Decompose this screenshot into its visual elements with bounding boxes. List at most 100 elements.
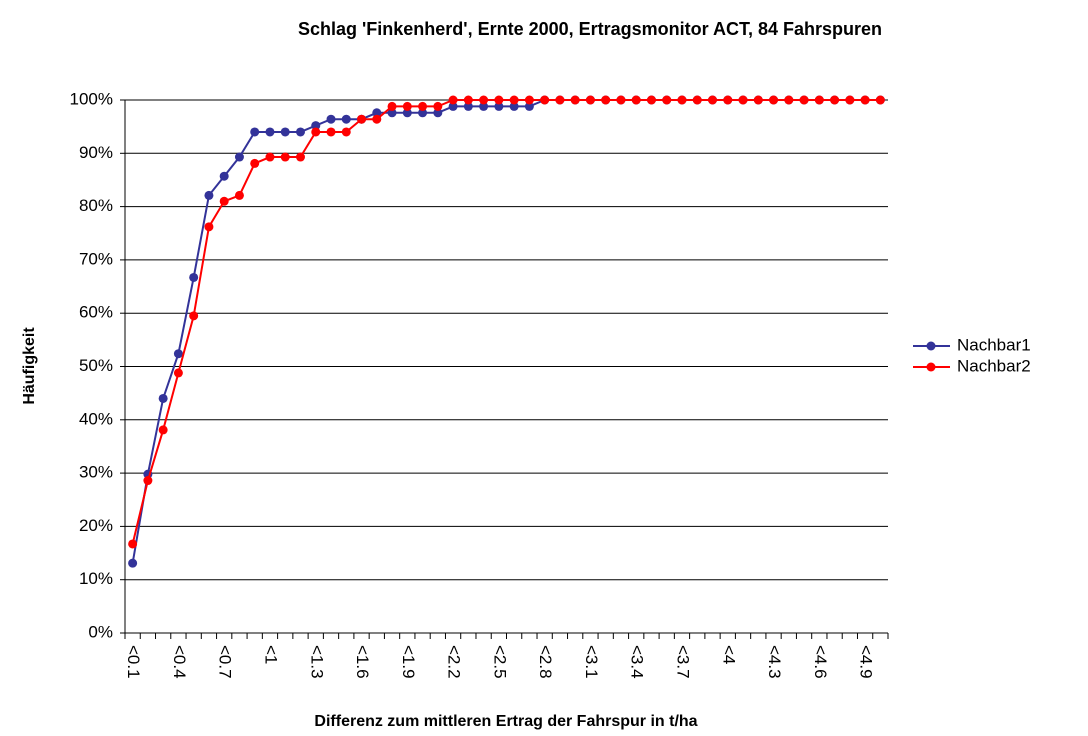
point	[845, 95, 855, 105]
x-axis-title: Differenz zum mittleren Ertrag der Fahrs…	[314, 713, 697, 730]
point	[540, 95, 550, 105]
y-tick-label: 50%	[79, 356, 113, 375]
point	[662, 95, 672, 105]
x-tick-label: <1.3	[307, 645, 326, 679]
point	[219, 196, 229, 206]
point	[341, 127, 351, 137]
point	[799, 95, 809, 105]
point	[204, 222, 214, 232]
point	[814, 95, 824, 105]
x-tick-label: <3.7	[674, 645, 693, 679]
x-tick-label: <0.1	[124, 645, 143, 679]
point	[860, 95, 870, 105]
point	[158, 425, 168, 435]
series-line	[131, 99, 881, 545]
point	[311, 121, 321, 131]
point	[158, 393, 168, 403]
point	[265, 127, 275, 137]
point	[753, 95, 763, 105]
point	[402, 101, 412, 111]
point	[357, 114, 367, 124]
point	[830, 95, 840, 105]
y-tick-label: 90%	[79, 143, 113, 162]
point	[418, 101, 428, 111]
point	[326, 114, 336, 124]
point	[784, 95, 794, 105]
y-tick-label: 20%	[79, 516, 113, 535]
x-tick-label: <4	[719, 645, 738, 664]
x-tick-label: <1.9	[399, 645, 418, 679]
x-tick-label: <2.5	[490, 645, 509, 679]
point	[585, 95, 595, 105]
point	[128, 539, 138, 549]
x-tick-label: <3.1	[582, 645, 601, 679]
x-tick-label: <0.4	[170, 645, 189, 679]
point	[189, 311, 199, 321]
point	[418, 108, 428, 118]
y-tick-label: 60%	[79, 303, 113, 322]
point	[448, 101, 458, 111]
y-tick-label: 100%	[70, 89, 113, 108]
point	[875, 95, 885, 105]
point	[555, 95, 565, 105]
point	[494, 95, 504, 105]
point	[128, 558, 138, 568]
point	[494, 101, 504, 111]
y-axis-title: Häufigkeit	[21, 327, 38, 405]
point	[372, 108, 382, 118]
x-tick-label: <3.4	[628, 645, 647, 679]
point	[479, 101, 489, 111]
chart-title: Schlag 'Finkenherd', Ernte 2000, Ertrags…	[298, 19, 882, 39]
point	[509, 101, 519, 111]
x-tick-label: <4.9	[857, 645, 876, 679]
point	[204, 190, 214, 200]
point	[769, 95, 779, 105]
y-tick-label: 70%	[79, 249, 113, 268]
point	[295, 152, 305, 162]
point	[234, 152, 244, 162]
point	[326, 127, 336, 137]
point	[250, 127, 260, 137]
y-tick-label: 0%	[88, 622, 113, 641]
point	[280, 152, 290, 162]
x-tick-label: <2.8	[536, 645, 555, 679]
point	[433, 101, 443, 111]
point	[601, 95, 611, 105]
y-tick-label: 40%	[79, 409, 113, 428]
x-tick-label: <1	[261, 645, 280, 664]
point	[173, 349, 183, 359]
point	[524, 95, 534, 105]
point	[265, 152, 275, 162]
point	[692, 95, 702, 105]
point	[433, 108, 443, 118]
point	[463, 101, 473, 111]
x-tick-label: <0.7	[216, 645, 235, 679]
point	[646, 95, 656, 105]
x-tick-label: <1.6	[353, 645, 372, 679]
point	[402, 108, 412, 118]
legend-label: Nachbar1	[957, 335, 1031, 354]
x-tick-label: <4.3	[765, 645, 784, 679]
point	[677, 95, 687, 105]
point	[723, 95, 733, 105]
point	[189, 272, 199, 282]
point	[143, 476, 153, 486]
point	[311, 127, 321, 137]
point	[280, 127, 290, 137]
point	[219, 171, 229, 181]
point	[616, 95, 626, 105]
point	[448, 95, 458, 105]
y-tick-label: 30%	[79, 463, 113, 482]
x-tick-label: <4.6	[811, 645, 830, 679]
x-tick-label: <2.2	[445, 645, 464, 679]
point	[463, 95, 473, 105]
y-tick-label: 80%	[79, 196, 113, 215]
point	[250, 158, 260, 168]
point	[631, 95, 641, 105]
legend-marker	[926, 362, 936, 372]
legend-marker	[926, 341, 936, 351]
point	[387, 108, 397, 118]
y-tick-label: 10%	[79, 569, 113, 588]
point	[524, 101, 534, 111]
